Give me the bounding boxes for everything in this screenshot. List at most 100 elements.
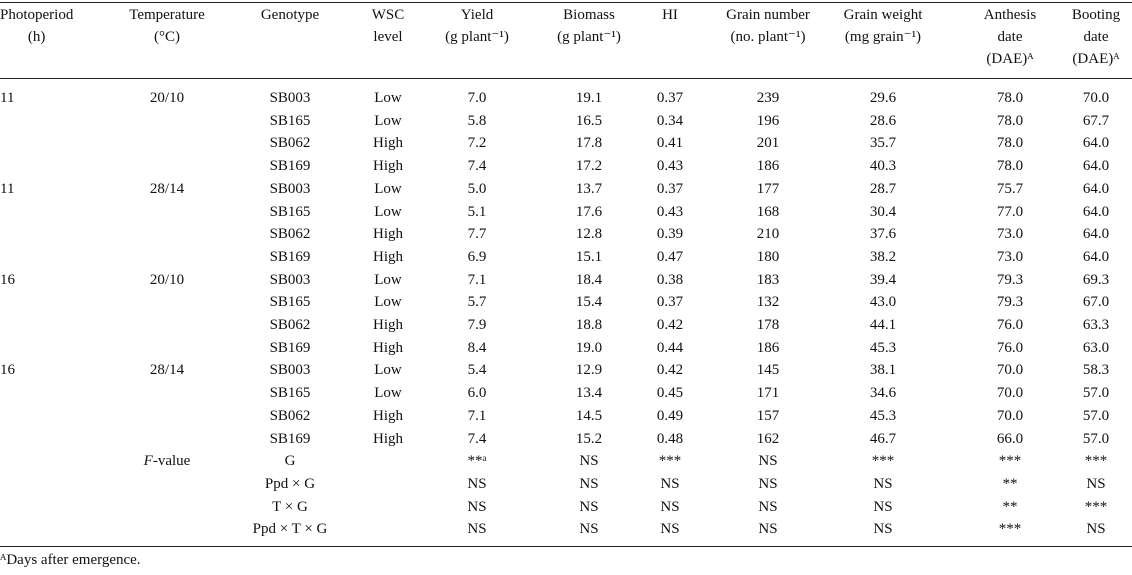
- cell-grain-weight: 38.1: [869, 362, 897, 379]
- cell-anthesis-date: 79.3: [996, 294, 1024, 311]
- header-temperature: Temperature (°C): [129, 4, 205, 48]
- header-grain-number: Grain number (no. plant⁻¹): [726, 4, 810, 48]
- cell-hi: 0.43: [656, 203, 684, 220]
- cell-wsc-level: Low: [374, 362, 402, 379]
- cell-biomass: 17.6: [575, 203, 603, 220]
- cell-grain-weight: 28.7: [869, 180, 897, 197]
- stat-booting-date: NS: [1086, 521, 1106, 538]
- cell-wsc-level: High: [373, 135, 403, 152]
- cell-yield: 5.8: [467, 112, 487, 129]
- header-hi: HI: [662, 4, 678, 26]
- cell-wsc-level: Low: [374, 294, 402, 311]
- cell-temperature: 28/14: [149, 180, 185, 197]
- stat-biomass: NS: [579, 498, 599, 515]
- header-line: Grain number: [726, 7, 810, 23]
- cell-yield: 5.0: [467, 180, 487, 197]
- cell-booting-date: 57.0: [1082, 430, 1110, 447]
- header-line: (no. plant⁻¹): [730, 29, 806, 45]
- header-rule: [0, 78, 1132, 79]
- cell-yield: 6.9: [467, 248, 487, 265]
- stat-effect: T × G: [272, 498, 308, 515]
- header-line: date: [997, 29, 1023, 45]
- cell-grain-number: 183: [756, 271, 780, 288]
- cell-genotype: SB062: [269, 135, 311, 152]
- cell-grain-number: 178: [756, 317, 780, 333]
- cell-hi: 0.49: [656, 407, 684, 424]
- cell-genotype: SB062: [269, 317, 311, 333]
- cell-hi: 0.44: [656, 339, 684, 356]
- cell-yield: 7.1: [467, 407, 487, 424]
- cell-genotype: SB003: [269, 180, 311, 197]
- cell-biomass: 13.7: [575, 180, 603, 197]
- header-yield: Yield (g plant⁻¹): [445, 4, 509, 48]
- cell-grain-number: 132: [756, 294, 780, 311]
- stat-effect: Ppd × G: [264, 475, 316, 492]
- cell-booting-date: 63.3: [1082, 317, 1110, 333]
- cell-grain-weight: 43.0: [869, 294, 897, 311]
- cell-photoperiod: 11: [0, 180, 15, 197]
- stat-yield: NS: [467, 475, 487, 492]
- cell-hi: 0.43: [656, 158, 684, 175]
- stat-biomass: NS: [579, 453, 599, 470]
- cell-genotype: SB169: [269, 158, 311, 175]
- stat-hi: NS: [660, 521, 680, 538]
- cell-biomass: 18.8: [575, 317, 603, 333]
- cell-yield: 7.4: [467, 158, 487, 175]
- cell-genotype: SB003: [269, 362, 311, 379]
- header-line: (°C): [153, 29, 180, 45]
- cell-hi: 0.37: [656, 294, 684, 311]
- cell-grain-number: 210: [756, 226, 780, 243]
- cell-biomass: 14.5: [575, 407, 603, 424]
- stat-booting-date: ***: [1084, 498, 1108, 515]
- header-line: Genotype: [260, 7, 320, 23]
- stat-hi: NS: [660, 498, 680, 515]
- stat-yield: NS: [467, 498, 487, 515]
- cell-grain-weight: 35.7: [869, 135, 897, 152]
- stat-anthesis-date: ***: [998, 521, 1022, 538]
- stat-biomass: NS: [579, 521, 599, 538]
- stat-hi: ***: [658, 453, 682, 470]
- stat-hi: NS: [660, 475, 680, 492]
- bottom-rule: [0, 546, 1132, 547]
- cell-anthesis-date: 78.0: [996, 112, 1024, 129]
- stat-grain-weight: ***: [871, 453, 895, 470]
- cell-booting-date: 58.3: [1082, 362, 1110, 379]
- cell-wsc-level: High: [373, 407, 403, 424]
- cell-biomass: 17.8: [575, 135, 603, 152]
- cell-yield: 7.9: [467, 317, 487, 333]
- cell-grain-number: 162: [756, 430, 780, 447]
- stat-grain-number: NS: [758, 498, 778, 515]
- cell-booting-date: 69.3: [1082, 271, 1110, 288]
- stat-yield: **ᵃ: [467, 453, 487, 470]
- cell-booting-date: 67.7: [1082, 112, 1110, 129]
- cell-grain-number: 171: [756, 385, 780, 402]
- header-line: (DAE)ᴬ: [986, 51, 1034, 67]
- cell-genotype: SB165: [269, 203, 311, 220]
- header-line: Biomass: [563, 7, 615, 23]
- cell-photoperiod: 11: [0, 90, 15, 106]
- cell-wsc-level: Low: [374, 90, 402, 106]
- cell-wsc-level: High: [373, 248, 403, 265]
- cell-grain-weight: 45.3: [869, 339, 897, 356]
- cell-hi: 0.48: [656, 430, 684, 447]
- cell-booting-date: 64.0: [1082, 226, 1110, 243]
- header-line: Anthesis: [983, 7, 1037, 23]
- cell-grain-weight: 46.7: [869, 430, 897, 447]
- cell-anthesis-date: 70.0: [996, 407, 1024, 424]
- cell-grain-weight: 39.4: [869, 271, 897, 288]
- stat-booting-date: NS: [1086, 475, 1106, 492]
- cell-grain-weight: 30.4: [869, 203, 897, 220]
- header-line: Booting: [1071, 7, 1121, 23]
- cell-wsc-level: High: [373, 317, 403, 333]
- stat-grain-number: NS: [758, 475, 778, 492]
- cell-booting-date: 64.0: [1082, 203, 1110, 220]
- header-line: (g plant⁻¹): [445, 29, 509, 45]
- cell-yield: 5.7: [467, 294, 487, 311]
- cell-booting-date: 64.0: [1082, 248, 1110, 265]
- cell-yield: 7.4: [467, 430, 487, 447]
- cell-anthesis-date: 77.0: [996, 203, 1024, 220]
- stat-yield: NS: [467, 521, 487, 538]
- header-line: HI: [662, 7, 678, 23]
- cell-biomass: 13.4: [575, 385, 603, 402]
- cell-grain-number: 145: [756, 362, 780, 379]
